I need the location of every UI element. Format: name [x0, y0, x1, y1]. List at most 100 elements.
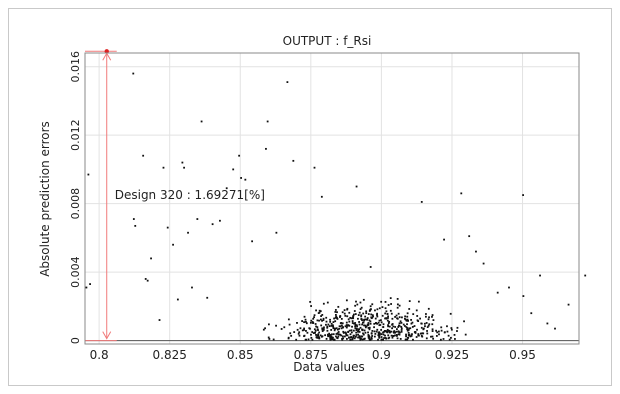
- data-point: [353, 334, 355, 337]
- y-tick-label: 0.012: [69, 119, 82, 151]
- x-tick-label: 0.875: [294, 348, 328, 362]
- data-point: [425, 337, 428, 340]
- data-point: [376, 312, 378, 315]
- data-point: [362, 321, 365, 324]
- data-point: [334, 309, 337, 311]
- data-point: [298, 331, 301, 334]
- data-point: [360, 335, 363, 338]
- data-point: [431, 314, 434, 316]
- data-point: [275, 324, 277, 327]
- y-axis-ticks: 0 0.004 0.008 0.012 0.016: [69, 51, 82, 344]
- data-point: [336, 332, 339, 335]
- data-point: [322, 317, 325, 320]
- data-point: [334, 314, 337, 316]
- data-point: [219, 219, 221, 222]
- data-point: [399, 320, 402, 323]
- data-point: [200, 120, 203, 123]
- data-point: [370, 316, 373, 319]
- data-point: [311, 338, 314, 341]
- data-point: [410, 318, 413, 321]
- data-point: [428, 323, 431, 326]
- data-point: [329, 338, 332, 341]
- data-point: [349, 336, 352, 339]
- data-point: [539, 274, 541, 277]
- data-point: [358, 335, 361, 338]
- data-point: [364, 318, 367, 321]
- data-point: [357, 328, 360, 331]
- x-tick-label: 0.85: [227, 348, 254, 362]
- data-point: [460, 192, 463, 195]
- data-point: [387, 334, 390, 337]
- data-point: [409, 335, 412, 338]
- data-point: [360, 318, 363, 320]
- data-point: [357, 330, 359, 333]
- data-point: [392, 325, 395, 328]
- data-point: [366, 317, 369, 319]
- data-point: [305, 322, 308, 325]
- data-point: [358, 311, 361, 314]
- data-point: [405, 326, 408, 328]
- data-point: [332, 321, 335, 323]
- data-point: [316, 328, 319, 331]
- plot-area: [84, 52, 580, 345]
- annotation-label: Design 320 : 1.69271[%]: [115, 188, 265, 202]
- data-point: [301, 329, 304, 332]
- data-point: [410, 334, 413, 337]
- data-point: [386, 313, 389, 316]
- data-point: [380, 336, 383, 338]
- data-point: [404, 338, 407, 341]
- data-point: [546, 322, 549, 325]
- data-point: [326, 325, 329, 328]
- data-point: [299, 327, 302, 330]
- data-point: [150, 257, 152, 260]
- data-point: [405, 333, 407, 336]
- data-point: [350, 331, 353, 334]
- data-point: [287, 336, 290, 339]
- data-point: [420, 322, 423, 325]
- data-point: [288, 323, 291, 326]
- data-point: [412, 313, 415, 316]
- data-point: [443, 331, 446, 334]
- data-point: [475, 250, 477, 253]
- data-point: [388, 320, 391, 323]
- data-point: [384, 337, 387, 339]
- data-point: [354, 322, 357, 324]
- data-point: [386, 331, 389, 334]
- x-tick-label: 0.9: [372, 348, 391, 362]
- data-point: [345, 333, 348, 336]
- data-point: [162, 166, 165, 169]
- data-point: [330, 322, 333, 325]
- data-point: [361, 323, 364, 326]
- data-point: [425, 322, 428, 324]
- data-point: [333, 327, 336, 330]
- data-point: [295, 338, 298, 341]
- data-point: [355, 185, 358, 188]
- data-point: [382, 323, 385, 326]
- data-point: [378, 319, 381, 322]
- data-point: [365, 325, 368, 328]
- data-point: [369, 338, 372, 341]
- data-point: [134, 224, 137, 227]
- data-point: [305, 329, 307, 332]
- data-point: [378, 334, 381, 336]
- data-point: [380, 338, 383, 341]
- data-point: [328, 325, 331, 328]
- data-point: [425, 313, 427, 315]
- data-point: [351, 337, 354, 340]
- data-point: [334, 320, 337, 323]
- data-point: [426, 332, 429, 335]
- data-point: [422, 327, 425, 330]
- data-point: [303, 327, 305, 330]
- data-point: [394, 316, 397, 318]
- data-point: [522, 295, 525, 297]
- data-point: [359, 301, 362, 304]
- data-point: [317, 329, 319, 332]
- data-point: [326, 301, 329, 304]
- data-point: [355, 331, 358, 334]
- data-point: [420, 326, 423, 329]
- data-point: [347, 324, 350, 326]
- data-point: [482, 262, 485, 265]
- annotation-arrowhead-bottom: [102, 331, 112, 340]
- data-point: [395, 314, 398, 317]
- data-point: [358, 331, 361, 333]
